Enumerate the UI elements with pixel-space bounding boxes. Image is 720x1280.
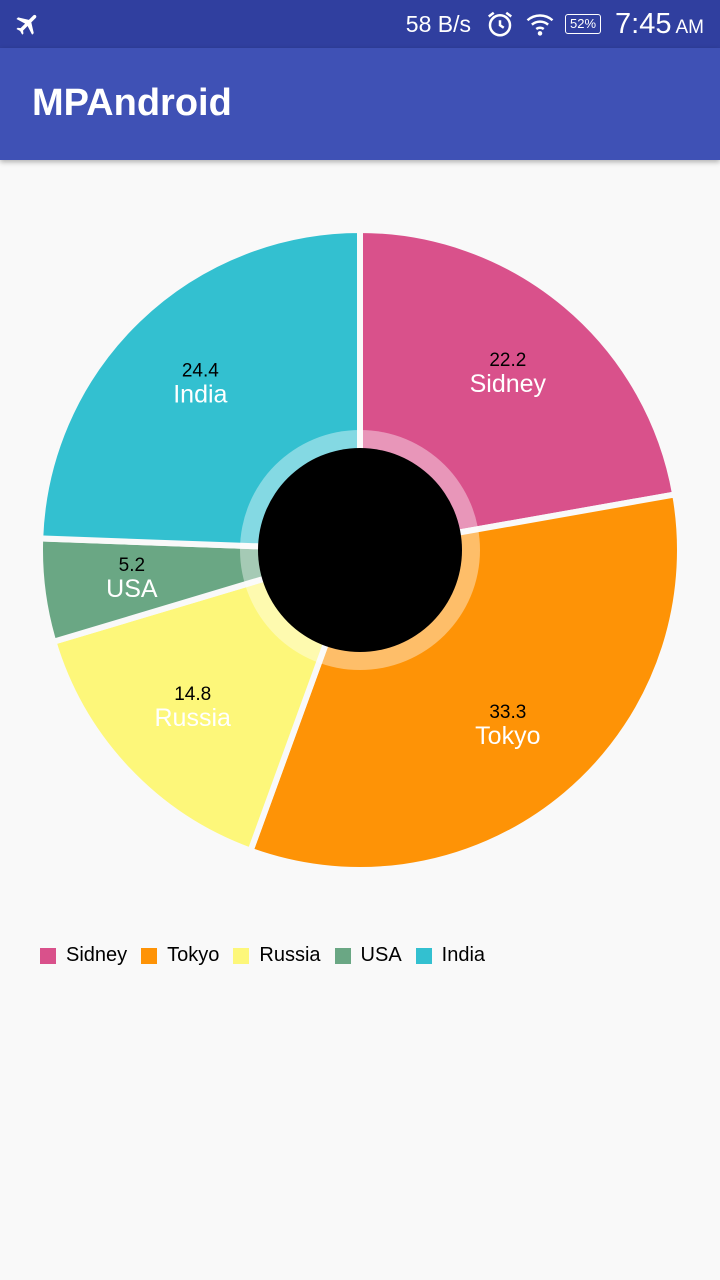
pie-slice-russia[interactable] [49, 545, 365, 855]
slice-label-sidney: Sidney [470, 370, 547, 398]
slice-label-usa: USA [106, 575, 158, 603]
slice-value-russia: 14.8 [174, 684, 211, 705]
legend-item-russia: Russia [233, 944, 321, 967]
legend-swatch-usa [334, 947, 351, 964]
pie-hole [258, 448, 462, 652]
pie-slice-india[interactable] [37, 226, 363, 554]
app-title: MPAndroid [32, 82, 232, 124]
slice-value-tokyo: 33.3 [489, 702, 526, 723]
legend-label-india: India [441, 944, 486, 966]
slice-value-usa: 5.2 [119, 555, 145, 576]
legend-label-usa: USA [360, 944, 402, 966]
network-speed: 58 B/s [405, 10, 472, 37]
clock: 7:45 AM [615, 8, 704, 41]
legend-item-tokyo: Tokyo [141, 944, 219, 967]
slice-label-russia: Russia [154, 704, 231, 732]
airplane-mode-icon [16, 14, 37, 35]
slice-value-india: 24.4 [182, 360, 219, 381]
alarm-icon [488, 11, 513, 37]
legend-item-sidney: Sidney [40, 944, 127, 967]
slice-label-india: India [173, 380, 227, 408]
legend-item-usa: USA [334, 944, 402, 967]
pie-slice-sidney[interactable] [357, 226, 679, 554]
clock-ampm: AM [675, 16, 705, 38]
legend-item-india: India [415, 944, 486, 967]
legend-label-tokyo: Tokyo [167, 944, 220, 966]
legend-swatch-india [415, 947, 432, 964]
chart-legend: Sidney Tokyo Russia USA India [40, 944, 499, 967]
clock-time: 7:45 [615, 7, 672, 40]
legend-swatch-sidney [40, 947, 56, 964]
legend-swatch-russia [233, 947, 250, 964]
battery-icon: 52% [565, 14, 602, 34]
legend-swatch-tokyo [141, 947, 158, 964]
app-bar: MPAndroid [0, 48, 720, 160]
slice-label-tokyo: Tokyo [475, 722, 540, 750]
slice-value-sidney: 22.2 [489, 350, 526, 371]
wifi-icon [526, 14, 554, 36]
legend-label-russia: Russia [259, 944, 321, 966]
status-bar: 58 B/s 52% 7:45 AM [0, 0, 720, 48]
legend-label-sidney: Sidney [66, 944, 128, 966]
